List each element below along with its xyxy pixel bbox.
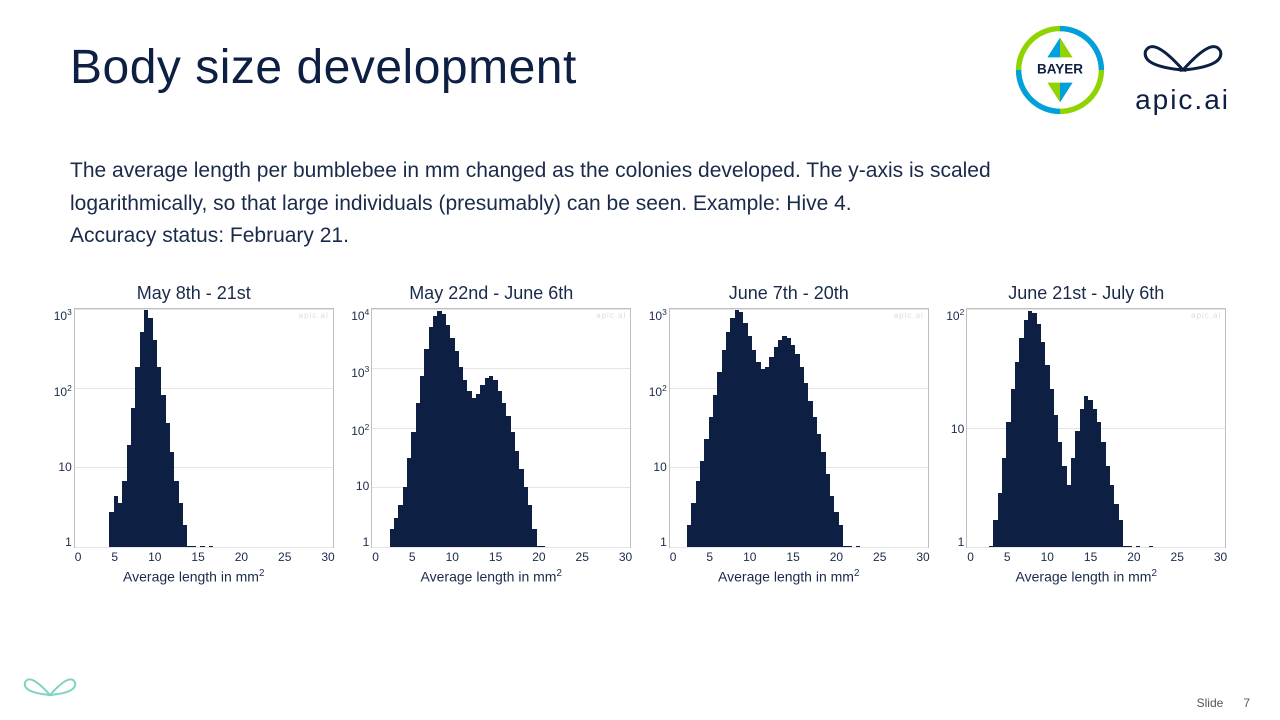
histogram-chart: June 21st - July 6th 102101apic.ai 0510152…	[938, 283, 1236, 585]
histogram-bars	[372, 309, 630, 547]
x-axis-ticks: 051015202530	[75, 550, 335, 564]
plot-area: apic.ai	[74, 308, 334, 548]
x-axis-label: Average length in mm2	[718, 568, 859, 585]
butterfly-icon-small	[20, 665, 80, 710]
apic-wordmark: apic.ai	[1135, 84, 1230, 116]
y-axis-ticks: 102101	[946, 308, 964, 548]
chart-title: May 22nd - June 6th	[409, 283, 573, 304]
logo-group: BAYER apic.ai	[1015, 30, 1230, 120]
butterfly-icon	[1138, 30, 1228, 80]
charts-row: May 8th - 21st103102101apic.ai0510152025…	[40, 283, 1240, 585]
plot-wrap: 103102101apic.ai	[54, 308, 334, 548]
chart-title: May 8th - 21st	[137, 283, 251, 304]
histogram-bars	[967, 309, 1225, 547]
histogram-chart: May 8th - 21st 103102101apic.ai 0510152025…	[45, 283, 343, 585]
body-line: Accuracy status: February 21.	[70, 220, 1210, 253]
x-axis-label: Average length in mm2	[1016, 568, 1157, 585]
description-text: The average length per bumblebee in mm c…	[70, 155, 1210, 253]
plot-wrap: 102101apic.ai	[946, 308, 1226, 548]
plot-wrap: 104103102101apic.ai	[351, 308, 631, 548]
apic-logo: apic.ai	[1135, 30, 1230, 116]
y-axis-ticks: 104103102101	[351, 308, 369, 548]
x-axis-label: Average length in mm2	[421, 568, 562, 585]
page-label: Slide	[1197, 696, 1224, 710]
histogram-chart: June 7th - 20th 103102101apic.ai 051015202…	[640, 283, 938, 585]
body-line: The average length per bumblebee in mm c…	[70, 155, 1210, 188]
y-axis-ticks: 103102101	[54, 308, 72, 548]
histogram-bars	[670, 309, 928, 547]
plot-area: apic.ai	[371, 308, 631, 548]
bayer-wordmark: BAYER	[1037, 62, 1083, 77]
plot-wrap: 103102101apic.ai	[649, 308, 929, 548]
header: Body size development BAYER	[40, 30, 1240, 120]
page-number: Slide 7	[1197, 696, 1250, 710]
histogram-chart: May 22nd - June 6th 104103102101apic.ai 05…	[343, 283, 641, 585]
x-axis-label: Average length in mm2	[123, 568, 264, 585]
body-line: logarithmically, so that large individua…	[70, 188, 1210, 221]
bayer-logo: BAYER	[1015, 25, 1105, 120]
page-num: 7	[1243, 696, 1250, 710]
page-title: Body size development	[70, 40, 577, 95]
x-axis-ticks: 051015202530	[967, 550, 1227, 564]
x-axis-ticks: 051015202530	[372, 550, 632, 564]
chart-title: June 7th - 20th	[729, 283, 849, 304]
x-axis-ticks: 051015202530	[670, 550, 930, 564]
histogram-bars	[75, 309, 333, 547]
plot-area: apic.ai	[669, 308, 929, 548]
plot-area: apic.ai	[966, 308, 1226, 548]
chart-title: June 21st - July 6th	[1008, 283, 1164, 304]
footer: Slide 7	[20, 665, 1250, 710]
y-axis-ticks: 103102101	[649, 308, 667, 548]
